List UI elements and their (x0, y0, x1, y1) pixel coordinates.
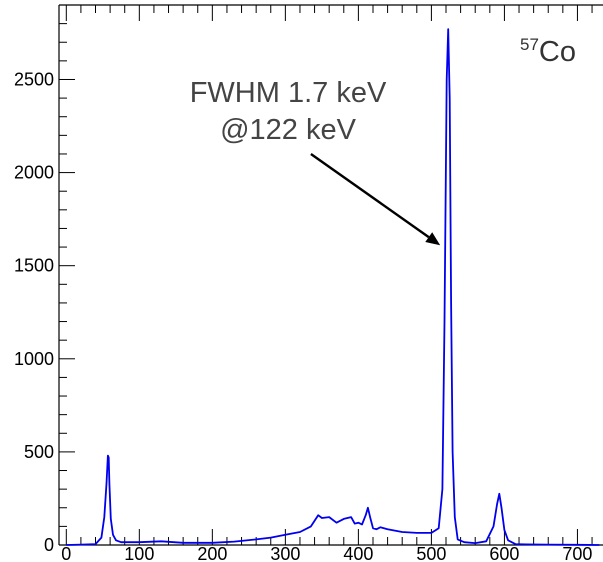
y-tick-label: 2500 (14, 69, 54, 89)
isotope-mass-number: 57 (520, 35, 539, 54)
x-tick-label: 0 (61, 544, 71, 562)
svg-text:57Co: 57Co (520, 35, 576, 68)
axis-ticks (59, 5, 593, 546)
x-tick-label: 400 (343, 544, 373, 562)
x-tick-label: 100 (124, 544, 154, 562)
x-tick-label: 200 (197, 544, 227, 562)
y-tick-label: 1500 (14, 256, 54, 276)
x-tick-label: 700 (562, 544, 592, 562)
y-tick-label: 2000 (14, 163, 54, 183)
x-tick-label: 500 (416, 544, 446, 562)
axes (58, 4, 603, 546)
series-layer (66, 28, 600, 546)
isotope-element: Co (539, 36, 576, 68)
x-tick-label: 300 (270, 544, 300, 562)
fwhm-annotation-line1: FWHM 1.7 keV (190, 77, 387, 109)
y-tick-label: 1000 (14, 349, 54, 369)
annotation-arrow (310, 152, 430, 239)
y-tick-label: 500 (24, 442, 54, 462)
annotation-arrowhead (425, 232, 441, 246)
x-tick-label: 600 (489, 544, 519, 562)
fwhm-annotation: FWHM 1.7 keV @122 keV (190, 77, 441, 246)
y-tick-label: 0 (44, 535, 54, 555)
fwhm-annotation-line2: @122 keV (220, 114, 357, 146)
tick-labels: 0 100 200 300 400 500 600 700 0 500 1000 1500 2000 25… (14, 69, 593, 562)
spectrum-series-line (66, 28, 600, 546)
isotope-label: 57Co (520, 35, 576, 68)
